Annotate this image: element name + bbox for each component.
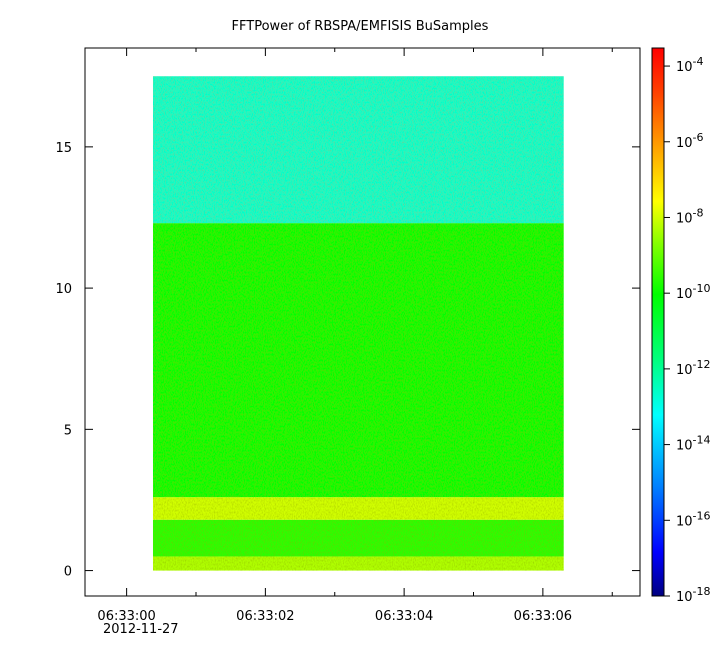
- chart-title: FFTPower of RBSPA/EMFISIS BuSamples: [232, 19, 489, 34]
- heatmap-band-3: [152, 223, 564, 498]
- heatmap-band-2: [152, 497, 564, 520]
- y-tick-label-2: 10: [55, 282, 72, 297]
- heatmap-band-0: [152, 556, 564, 571]
- y-tick-label-3: 15: [55, 141, 72, 156]
- x-tick-label-1: 06:33:02: [236, 609, 294, 624]
- colorbar: [651, 47, 665, 597]
- colorbar-tick-label-5: 10-14: [676, 434, 711, 454]
- x-date-label: 2012-11-27: [103, 622, 179, 637]
- colorbar-tick-label-6: 10-16: [676, 509, 711, 529]
- colorbar-tick-label-2: 10-8: [676, 206, 704, 226]
- y-tick-label-1: 5: [64, 423, 72, 438]
- x-tick-label-3: 06:33:06: [514, 609, 572, 624]
- colorbar-tick-label-1: 10-6: [676, 131, 704, 151]
- colorbar-tick-label-3: 10-10: [676, 282, 711, 302]
- heatmap-layer: [152, 76, 564, 571]
- x-tick-label-2: 06:33:04: [375, 609, 433, 624]
- y-tick-label-0: 0: [64, 565, 72, 580]
- y-axis: 0 5 10 15: [55, 141, 640, 580]
- colorbar-tick-label-7: 10-18: [676, 585, 711, 605]
- heatmap-band-4: [152, 76, 564, 224]
- x-tick-label-0: 06:33:00: [97, 609, 155, 624]
- x-axis: 06:33:00 06:33:02 06:33:04 06:33:06: [97, 48, 613, 624]
- colorbar-tick-label-4: 10-12: [676, 358, 711, 378]
- heatmap-band-1: [152, 519, 564, 557]
- colorbar-axis: 10-4 10-6 10-8 10-10 10-12 10-14 10-16 10-18: [664, 55, 711, 605]
- colorbar-tick-label-0: 10-4: [676, 55, 704, 75]
